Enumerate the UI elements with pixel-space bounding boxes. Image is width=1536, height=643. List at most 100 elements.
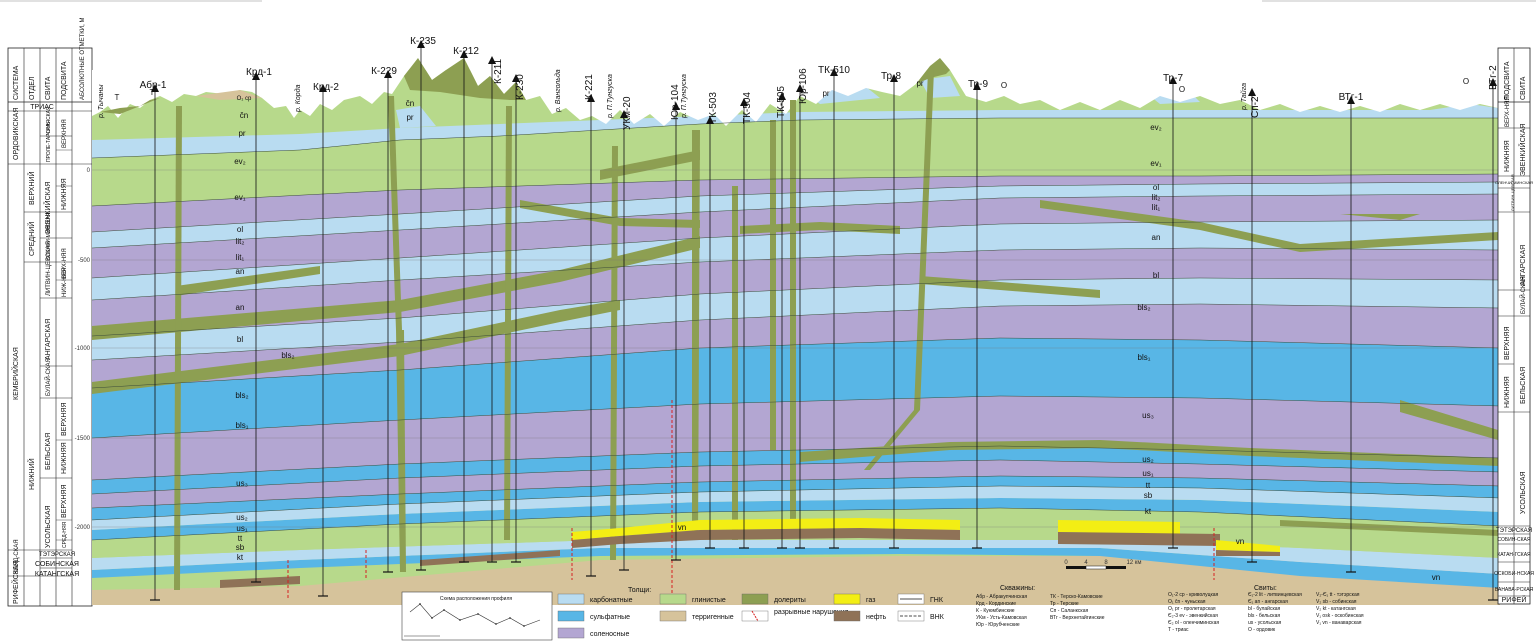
fm-right-o-2: O bbox=[1179, 85, 1185, 94]
fm-left-ol: ol bbox=[237, 225, 243, 234]
fm-right-ev1: ev₁ bbox=[1150, 159, 1161, 168]
elev-0: 0 bbox=[87, 168, 91, 174]
formation-chunya: ЧУНЬ-СКАЯ bbox=[46, 106, 52, 135]
formation-katangskaya: КАТАНГСКАЯ bbox=[35, 571, 79, 578]
series-middle: СРЕДНИЙ bbox=[27, 222, 36, 256]
legend-suite-t: T - триас bbox=[1168, 627, 1189, 633]
elev-1500: -1500 bbox=[75, 436, 91, 442]
system-riphean: РИФЕЙСКАЯ bbox=[11, 560, 20, 604]
fm-left-bl: bl bbox=[237, 335, 243, 344]
well-label-k-211: К-211 bbox=[493, 58, 504, 84]
fm-right-sb: sb bbox=[1144, 491, 1153, 500]
fm-right-ev2: ev₂ bbox=[1150, 123, 1162, 132]
fm-left-pr: pr bbox=[238, 129, 245, 138]
fm-right-lit2: lit₂ bbox=[1152, 193, 1161, 202]
legend-swatch-sulfate bbox=[557, 610, 585, 622]
legend-label-salt: соленосные bbox=[590, 631, 629, 638]
fm-left-an-1: an bbox=[236, 267, 245, 276]
legend-well-tk: ТК - Терско-Камовские bbox=[1050, 594, 1103, 600]
legend-label-clay: глинистые bbox=[692, 597, 726, 604]
legend-suite-osk: V₁ osk - оскобинская bbox=[1316, 613, 1364, 619]
location-inset-map: Схема расположения профиля bbox=[401, 591, 553, 641]
legend: Толщи: карбонатные сульфатные соленосные… bbox=[557, 585, 1364, 639]
right-sub-lower-1: НИЖНЯЯ bbox=[1504, 140, 1511, 172]
subformation-middle-4: СРЕД-НЯЯ bbox=[62, 521, 68, 548]
well-label-tr-7: Тр-7 bbox=[1163, 73, 1183, 84]
well-label-tr-8: Тр-8 bbox=[881, 71, 901, 82]
right-fm-belskaya: БЕЛЬСКАЯ bbox=[1520, 367, 1527, 404]
legend-label-oil: нефть bbox=[866, 614, 887, 621]
formation-usolskaya: УСОЛЬСКАЯ bbox=[45, 505, 52, 548]
elev-1000: -1000 bbox=[75, 346, 91, 352]
well-label-vtg-1: ВТг-1 bbox=[1339, 92, 1364, 103]
right-fm-sobinskaya: СОБИН-СКАЯ bbox=[1497, 537, 1530, 543]
scale-tick-4: 4 bbox=[1084, 560, 1088, 566]
right-fm-vanavarskaya: ВАНАВА-РСКАЯ bbox=[1495, 587, 1534, 593]
right-sub-upper-2: ВЕРХНЯЯ bbox=[1504, 326, 1511, 360]
legend-title-rocks: Толщи: bbox=[628, 587, 651, 594]
river-label-p-tunguska-1: р. П.Тунгуска bbox=[607, 74, 614, 119]
col-header-subformation: ПОДСВИТА bbox=[61, 61, 68, 100]
inset-profile-line bbox=[409, 603, 541, 627]
fm-mid-chn-1: čn bbox=[240, 111, 248, 120]
fm-left-tt: tt bbox=[238, 534, 243, 543]
inset-title: Схема расположения профиля bbox=[440, 596, 512, 602]
legend-well-ukm: УКм - Усть-Камовская bbox=[976, 615, 1027, 621]
fm-left-t-1: T bbox=[115, 93, 120, 102]
formation-belskaya: БЕЛЬСКАЯ bbox=[45, 433, 52, 470]
subformation-lower-1: НИЖНЯЯ bbox=[61, 178, 68, 210]
right-fm-olenchi: ОЛЕНЧИ-МИНСКАЯ bbox=[1495, 180, 1533, 185]
river-labels: р. Тычаны р. Корда р. Вангольда р. П.Тун… bbox=[98, 69, 1248, 119]
fm-right-lit1: lit₁ bbox=[1152, 203, 1161, 212]
legend-well-k: К - Куюмбинские bbox=[976, 608, 1015, 614]
legend-well-yur: Юр - Юрубченские bbox=[976, 622, 1020, 628]
legend-label-terrigenous: терригенные bbox=[692, 614, 734, 621]
legend-suite-bls: bls - бельская bbox=[1248, 613, 1280, 619]
river-label-tayga: р. Тайга bbox=[1240, 83, 1248, 111]
fm-right-tt: tt bbox=[1146, 481, 1151, 490]
fm-right-kt: kt bbox=[1145, 507, 1152, 516]
legend-swatch-dolerite bbox=[741, 593, 769, 605]
river-label-korda: р. Корда bbox=[294, 84, 302, 113]
fm-left-ev1: ev₁ bbox=[234, 193, 245, 202]
legend-suite-lit: Є₁-2 lit - литвинцевская bbox=[1248, 592, 1302, 598]
scale-bar: 0 4 8 12 км bbox=[1064, 560, 1142, 570]
right-stratigraphic-column: ПОДСВИТА СВИТА ВЕРХ-НЯЯ НИЖНЯЯ ЭВЕНКИЙСК… bbox=[1494, 47, 1534, 605]
legend-label-gas: газ bbox=[866, 597, 875, 604]
left-stratigraphic-column: СИСТЕМА ОТДЕЛ СВИТА ПОДСВИТА АБСОЛЮТНЫЕ … bbox=[7, 18, 93, 607]
legend-suite-sb: V₂ sb - собинская bbox=[1316, 599, 1357, 605]
well-label-k-229: К-229 bbox=[371, 66, 397, 77]
right-fm-angarskaya: АНГАРСКАЯ bbox=[1520, 245, 1527, 286]
legend-suite-cp: O₁-2 cp - криволуцкая bbox=[1168, 592, 1219, 598]
system-cambrian: КЕМБРИЙСКАЯ bbox=[11, 347, 20, 400]
col-header-series: ОТДЕЛ bbox=[29, 76, 36, 100]
elev-2000: -2000 bbox=[75, 525, 91, 531]
scale-tick-12: 12 км bbox=[1126, 560, 1141, 566]
well-label-krd-1: Крд-1 bbox=[246, 67, 272, 78]
well-labels: Абр-1 Крд-1 Крд-2 К-229 К-235 К-212 К-21… bbox=[140, 36, 1499, 130]
legend-suite-an: Є₁ an - ангарская bbox=[1248, 599, 1288, 605]
well-label-tk-510: ТК-510 bbox=[818, 65, 850, 76]
fm-left-us2: us₂ bbox=[236, 513, 248, 522]
cross-section-layers bbox=[91, 58, 1501, 605]
fm-right-o-3: O bbox=[1463, 77, 1469, 86]
legend-label-sulfate: сульфатные bbox=[590, 614, 630, 621]
legend-well-abr: Абр - Абракупчинская bbox=[976, 594, 1027, 600]
right-sub-lower-2: НИЖНЯЯ bbox=[1504, 376, 1511, 408]
legend-swatch-oil bbox=[833, 610, 861, 622]
subformation-lower-3: НИЖНЯЯ bbox=[61, 442, 68, 474]
gas-reservoir-main bbox=[572, 518, 960, 540]
well-label-ukm-20: УКм-20 bbox=[622, 96, 633, 130]
fm-right-us2: us₂ bbox=[1142, 455, 1154, 464]
right-col-header-subformation: ПОДСВИТА bbox=[1504, 61, 1511, 100]
well-label-krd-2: Крд-2 bbox=[313, 82, 339, 93]
formation-sobinskaya: СОБИНСКАЯ bbox=[35, 561, 79, 568]
legend-swatch-fault bbox=[741, 610, 769, 622]
well-label-k-221: К-221 bbox=[584, 74, 595, 100]
right-col-header-formation: СВИТА bbox=[1520, 76, 1527, 100]
legend-label-gnk: ГНК bbox=[930, 597, 944, 604]
right-fm-riphean: РИФЕЙ bbox=[1502, 595, 1527, 604]
scale-tick-0: 0 bbox=[1064, 560, 1068, 566]
col-header-system: СИСТЕМА bbox=[13, 65, 20, 100]
inset-frame bbox=[401, 591, 553, 641]
